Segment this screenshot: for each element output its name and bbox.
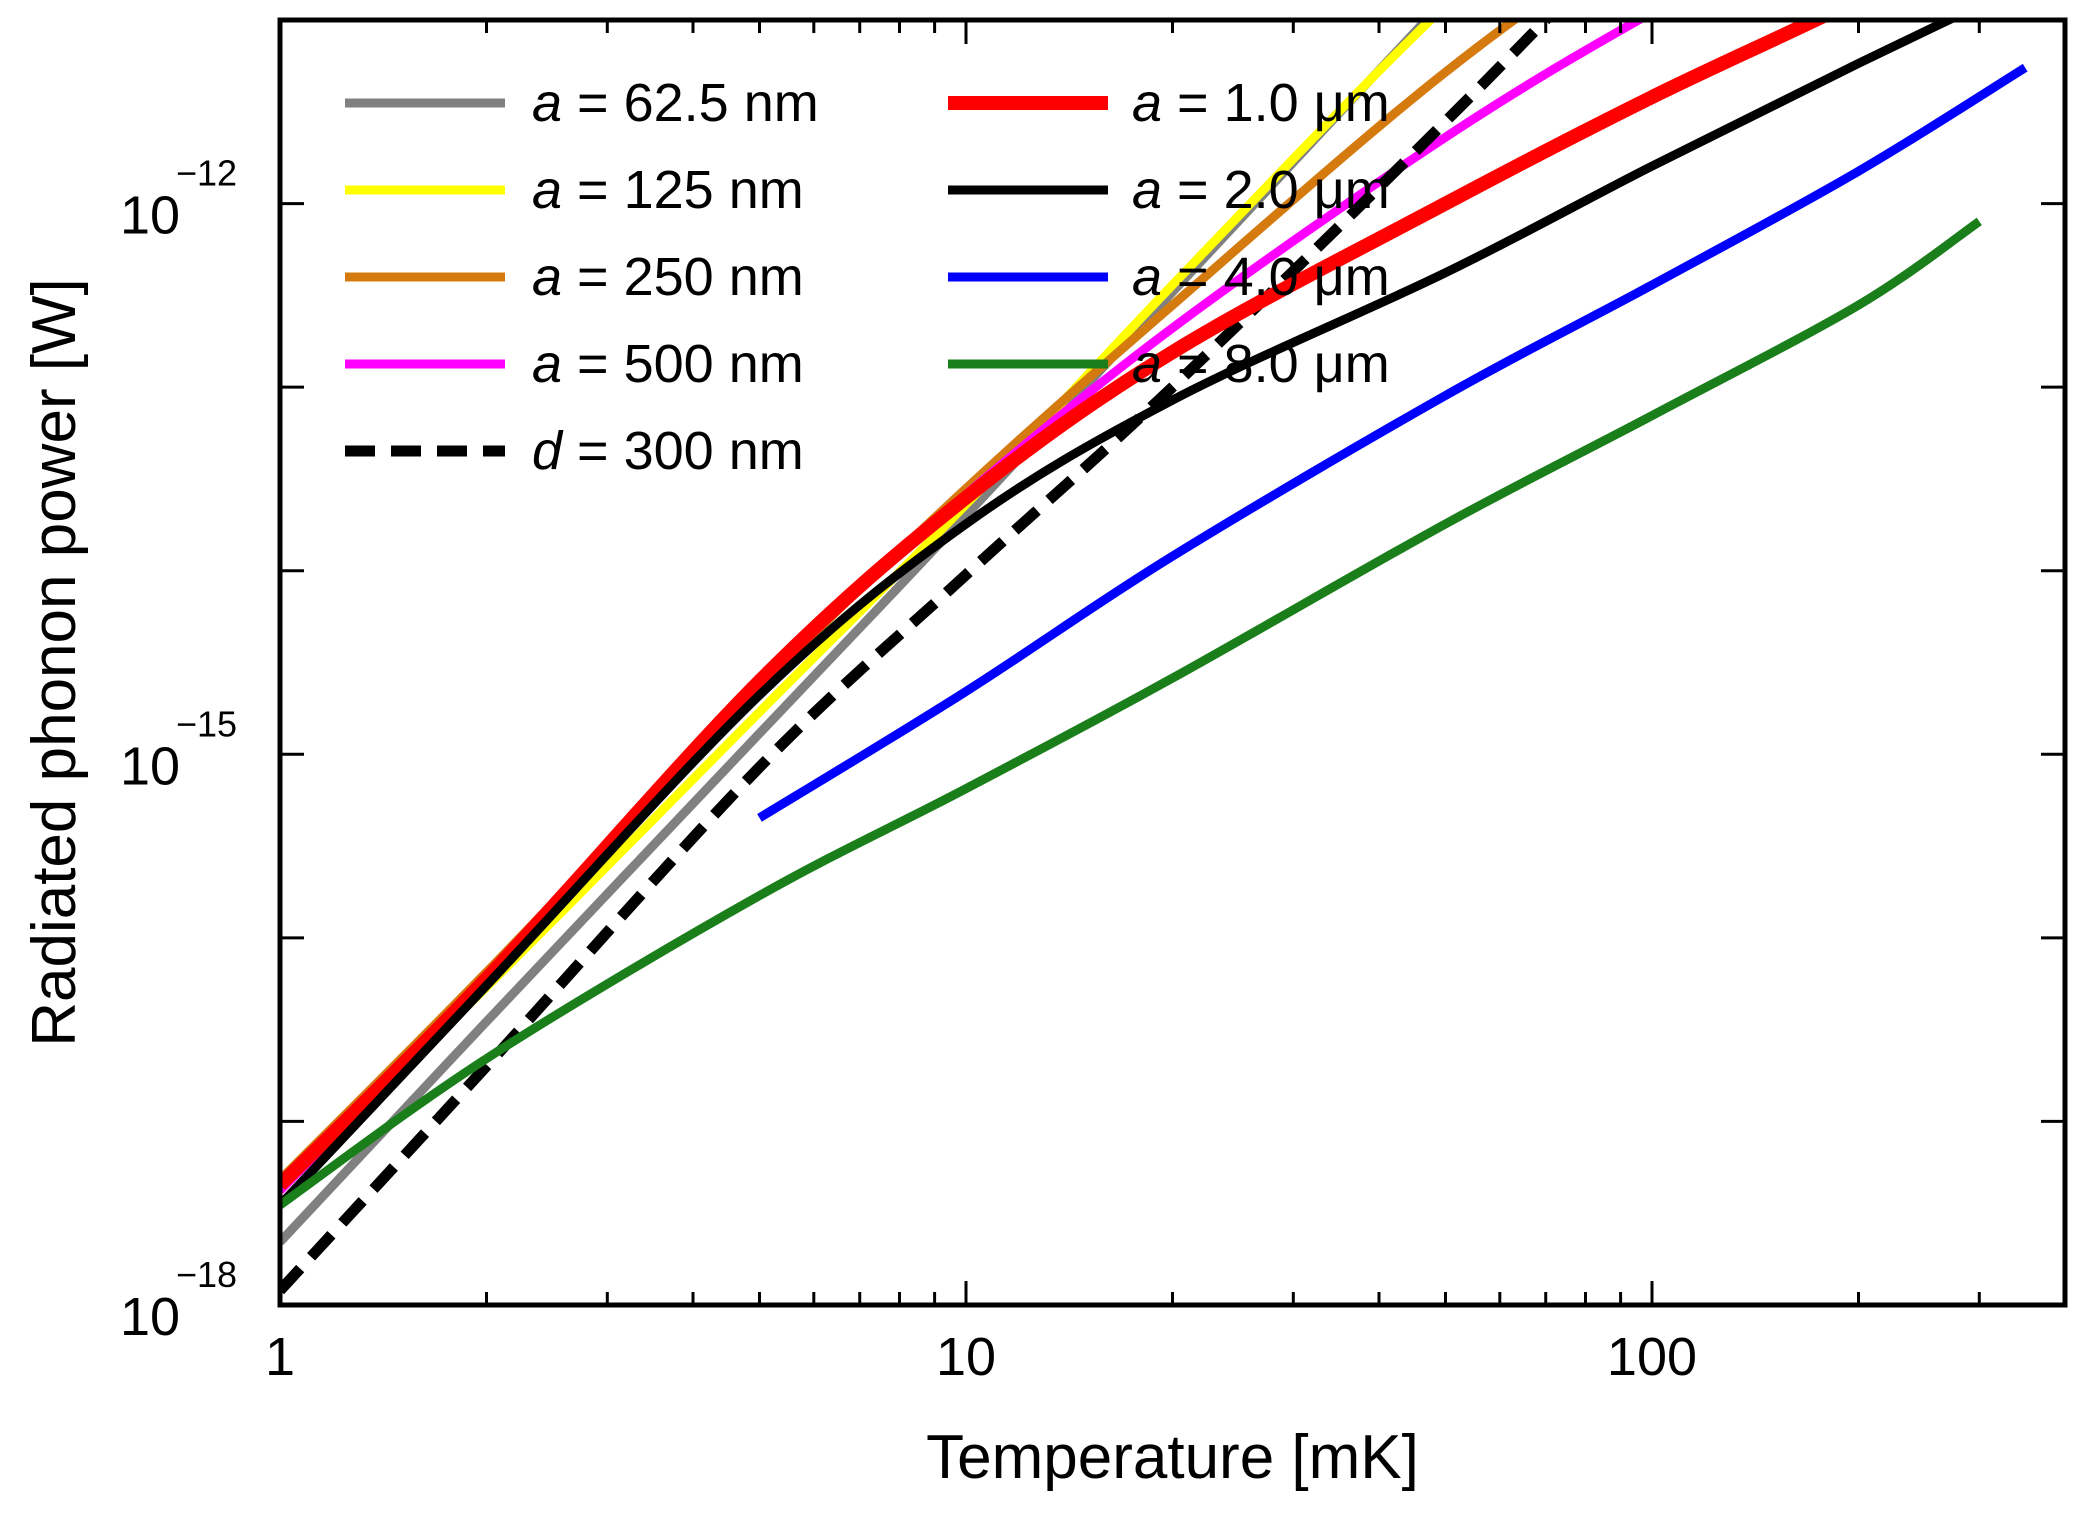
x-tick-label: 10 bbox=[936, 1327, 996, 1387]
legend-label-value: = 300 nm bbox=[562, 421, 804, 481]
y-tick-label-exponent: −15 bbox=[176, 703, 237, 744]
legend-label-variable: a bbox=[1132, 247, 1162, 307]
legend-label-variable: d bbox=[532, 421, 564, 481]
legend-label-value: = 500 nm bbox=[562, 334, 804, 394]
data-series-group bbox=[280, 20, 2028, 1295]
y-axis-title: Radiated phonon power [W] bbox=[20, 278, 89, 1047]
y-tick-label-exponent: −12 bbox=[176, 153, 237, 194]
x-tick-label: 100 bbox=[1607, 1327, 1697, 1387]
legend-label-value: = 250 nm bbox=[562, 247, 804, 307]
series-line-8 bbox=[280, 217, 1982, 1209]
legend-label: a = 500 nm bbox=[532, 334, 804, 394]
series-line-6 bbox=[280, 20, 1960, 1209]
legend-label-value: = 2.0 μm bbox=[1162, 160, 1390, 220]
legend-label-variable: a bbox=[532, 160, 562, 220]
legend-label-value: = 125 nm bbox=[562, 160, 804, 220]
legend-label-variable: a bbox=[1132, 160, 1162, 220]
legend-label-value: = 1.0 μm bbox=[1162, 73, 1390, 133]
x-tick-label: 1 bbox=[265, 1327, 295, 1387]
legend-label-value: = 62.5 nm bbox=[562, 73, 819, 133]
legend-label: a = 8.0 μm bbox=[1132, 334, 1390, 394]
legend-label: a = 62.5 nm bbox=[532, 73, 819, 133]
x-axis-title: Temperature [mK] bbox=[926, 1423, 1419, 1492]
y-tick-label-base: 10 bbox=[120, 1287, 180, 1347]
legend-label: d = 300 nm bbox=[532, 421, 804, 481]
series-line-7 bbox=[757, 63, 2028, 822]
plot-frame bbox=[277, 17, 2068, 1308]
legend-label-variable: a bbox=[1132, 73, 1162, 133]
y-tick-label-base: 10 bbox=[120, 736, 180, 796]
legend: a = 62.5 nma = 125 nma = 250 nma = 500 n… bbox=[345, 73, 1390, 481]
legend-label-value: = 4.0 μm bbox=[1162, 247, 1390, 307]
legend-label-variable: a bbox=[532, 334, 562, 394]
legend-label-value: = 8.0 μm bbox=[1162, 334, 1390, 394]
series-line-4 bbox=[280, 20, 1554, 1295]
y-tick-label-base: 10 bbox=[120, 186, 180, 246]
legend-label-variable: a bbox=[1132, 334, 1162, 394]
series-line-5 bbox=[280, 20, 1832, 1191]
legend-label: a = 4.0 μm bbox=[1132, 247, 1390, 307]
series-line-1 bbox=[280, 20, 1437, 1189]
series-line-0 bbox=[280, 20, 1433, 1246]
y-tick-label-exponent: −18 bbox=[176, 1254, 237, 1295]
legend-label: a = 250 nm bbox=[532, 247, 804, 307]
legend-label-variable: a bbox=[532, 73, 562, 133]
legend-label: a = 2.0 μm bbox=[1132, 160, 1390, 220]
legend-label-variable: a bbox=[532, 247, 562, 307]
legend-label: a = 125 nm bbox=[532, 160, 804, 220]
legend-label: a = 1.0 μm bbox=[1132, 73, 1390, 133]
